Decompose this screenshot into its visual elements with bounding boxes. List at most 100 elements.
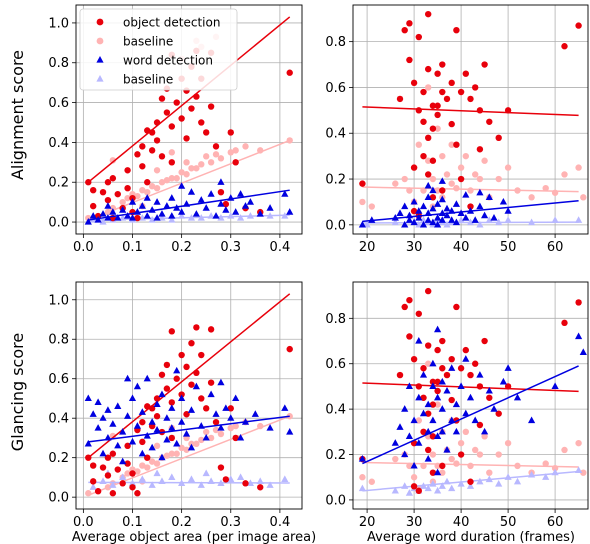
- data-point: [406, 187, 413, 194]
- data-point: [419, 202, 428, 210]
- tick-label-y: 0.0: [48, 491, 69, 506]
- data-point: [153, 460, 161, 467]
- data-point: [476, 421, 484, 429]
- data-point: [129, 484, 136, 491]
- plot-area: [84, 293, 294, 497]
- data-point: [439, 88, 446, 96]
- tick-label-y: 0.6: [325, 81, 346, 96]
- tick-label-y: 0.2: [325, 448, 346, 463]
- data-point: [148, 481, 156, 488]
- data-point: [452, 218, 460, 226]
- data-point: [448, 484, 456, 492]
- data-point: [236, 433, 245, 441]
- data-point: [472, 84, 479, 91]
- tick-label-y: 0.0: [48, 216, 69, 231]
- data-point: [504, 216, 512, 223]
- data-point: [153, 198, 161, 205]
- data-point: [153, 413, 161, 420]
- fit-line: [88, 189, 290, 221]
- tick-label-x: 0.4: [270, 515, 291, 530]
- data-point: [425, 446, 432, 454]
- data-point: [434, 125, 441, 132]
- data-point: [89, 410, 97, 417]
- data-point: [207, 103, 215, 110]
- data-point: [434, 102, 441, 109]
- tick-label-y: 0.8: [48, 56, 69, 71]
- data-point: [242, 480, 249, 487]
- data-point: [168, 123, 176, 130]
- data-point: [153, 185, 161, 192]
- data-point: [434, 432, 442, 439]
- data-point: [424, 484, 432, 492]
- data-point: [178, 394, 186, 402]
- data-point: [123, 412, 132, 419]
- data-point: [168, 194, 176, 201]
- data-point: [163, 109, 171, 116]
- data-point: [415, 337, 423, 344]
- data-point: [391, 486, 399, 494]
- tick-label-y: 0.6: [48, 372, 69, 387]
- data-point: [443, 386, 451, 394]
- data-point: [119, 206, 127, 213]
- data-point: [429, 416, 437, 424]
- data-point: [485, 386, 493, 394]
- data-point: [443, 220, 451, 228]
- data-point: [406, 333, 413, 340]
- data-point: [410, 218, 418, 226]
- data-point: [212, 212, 220, 219]
- data-point: [138, 202, 146, 209]
- data-point: [163, 202, 171, 209]
- tick-label-y: 0.6: [325, 357, 346, 372]
- data-point: [119, 457, 127, 465]
- data-point: [575, 332, 583, 340]
- data-point: [401, 202, 409, 210]
- data-point: [467, 203, 474, 210]
- data-point: [481, 433, 488, 440]
- series-0: [359, 287, 582, 495]
- data-point: [453, 185, 460, 192]
- data-point: [443, 204, 451, 212]
- data-point: [415, 213, 423, 221]
- data-point: [144, 188, 151, 196]
- data-point: [133, 422, 142, 429]
- data-point: [148, 216, 156, 223]
- data-point: [575, 164, 582, 171]
- data-point: [457, 175, 465, 183]
- data-point: [207, 434, 215, 442]
- data-point: [286, 345, 293, 353]
- data-point: [139, 163, 146, 170]
- data-point: [434, 387, 441, 395]
- data-point: [438, 177, 446, 184]
- tick-label-y: 1.0: [48, 16, 69, 31]
- data-point: [401, 220, 409, 228]
- tick-label-y: 0.2: [48, 451, 69, 466]
- series-0: [359, 10, 582, 219]
- data-point: [401, 175, 408, 183]
- tick-label-x: 0.2: [171, 240, 192, 255]
- tick-label-x: 0.2: [171, 515, 192, 530]
- data-point: [183, 363, 190, 371]
- tick-label-y: 0.8: [48, 333, 69, 348]
- data-point: [119, 428, 127, 435]
- data-point: [425, 134, 432, 142]
- data-point: [148, 443, 156, 451]
- data-point: [178, 169, 185, 176]
- data-point: [99, 464, 107, 471]
- tick-label-x: 20: [359, 240, 376, 255]
- data-point: [438, 405, 446, 412]
- series-1: [359, 84, 587, 217]
- data-point: [476, 371, 484, 378]
- data-point: [476, 146, 484, 153]
- tick-label-x: 50: [500, 515, 517, 530]
- data-point: [358, 484, 366, 492]
- data-point: [173, 375, 180, 382]
- data-point: [144, 179, 151, 186]
- panel-top-right: 20 30 40 50 60 0.0 0.2 0.4 0.6 0.8: [325, 4, 589, 255]
- data-point: [168, 424, 176, 431]
- data-point: [472, 360, 479, 367]
- data-point: [448, 120, 455, 128]
- data-point: [197, 481, 205, 488]
- data-point: [401, 26, 408, 34]
- data-point: [198, 436, 205, 444]
- data-point: [266, 204, 274, 211]
